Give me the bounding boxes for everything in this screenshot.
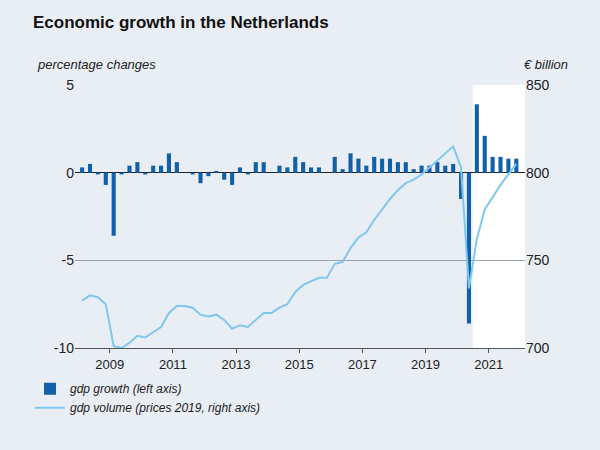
svg-text:750: 750 [526, 252, 550, 268]
svg-text:Economic growth in the Netherl: Economic growth in the Netherlands [33, 13, 329, 32]
svg-text:2017: 2017 [348, 357, 377, 372]
svg-text:700: 700 [526, 340, 550, 356]
svg-text:gdp growth (left axis): gdp growth (left axis) [70, 382, 181, 396]
svg-text:gdp volume (prices 2019, right: gdp volume (prices 2019, right axis) [70, 401, 260, 415]
svg-text:2011: 2011 [159, 357, 187, 372]
svg-text:percentage changes: percentage changes [37, 57, 156, 72]
svg-text:2009: 2009 [95, 357, 124, 372]
svg-text:-5: -5 [62, 252, 75, 268]
svg-text:800: 800 [526, 165, 550, 181]
svg-text:2019: 2019 [411, 357, 440, 372]
svg-text:-10: -10 [54, 340, 74, 356]
svg-text:2021: 2021 [474, 357, 503, 372]
svg-text:2015: 2015 [285, 357, 314, 372]
svg-text:2013: 2013 [222, 357, 251, 372]
svg-text:850: 850 [526, 77, 550, 93]
svg-text:5: 5 [66, 77, 74, 93]
svg-text:0: 0 [66, 165, 74, 181]
svg-text:€ billion: € billion [524, 57, 568, 72]
